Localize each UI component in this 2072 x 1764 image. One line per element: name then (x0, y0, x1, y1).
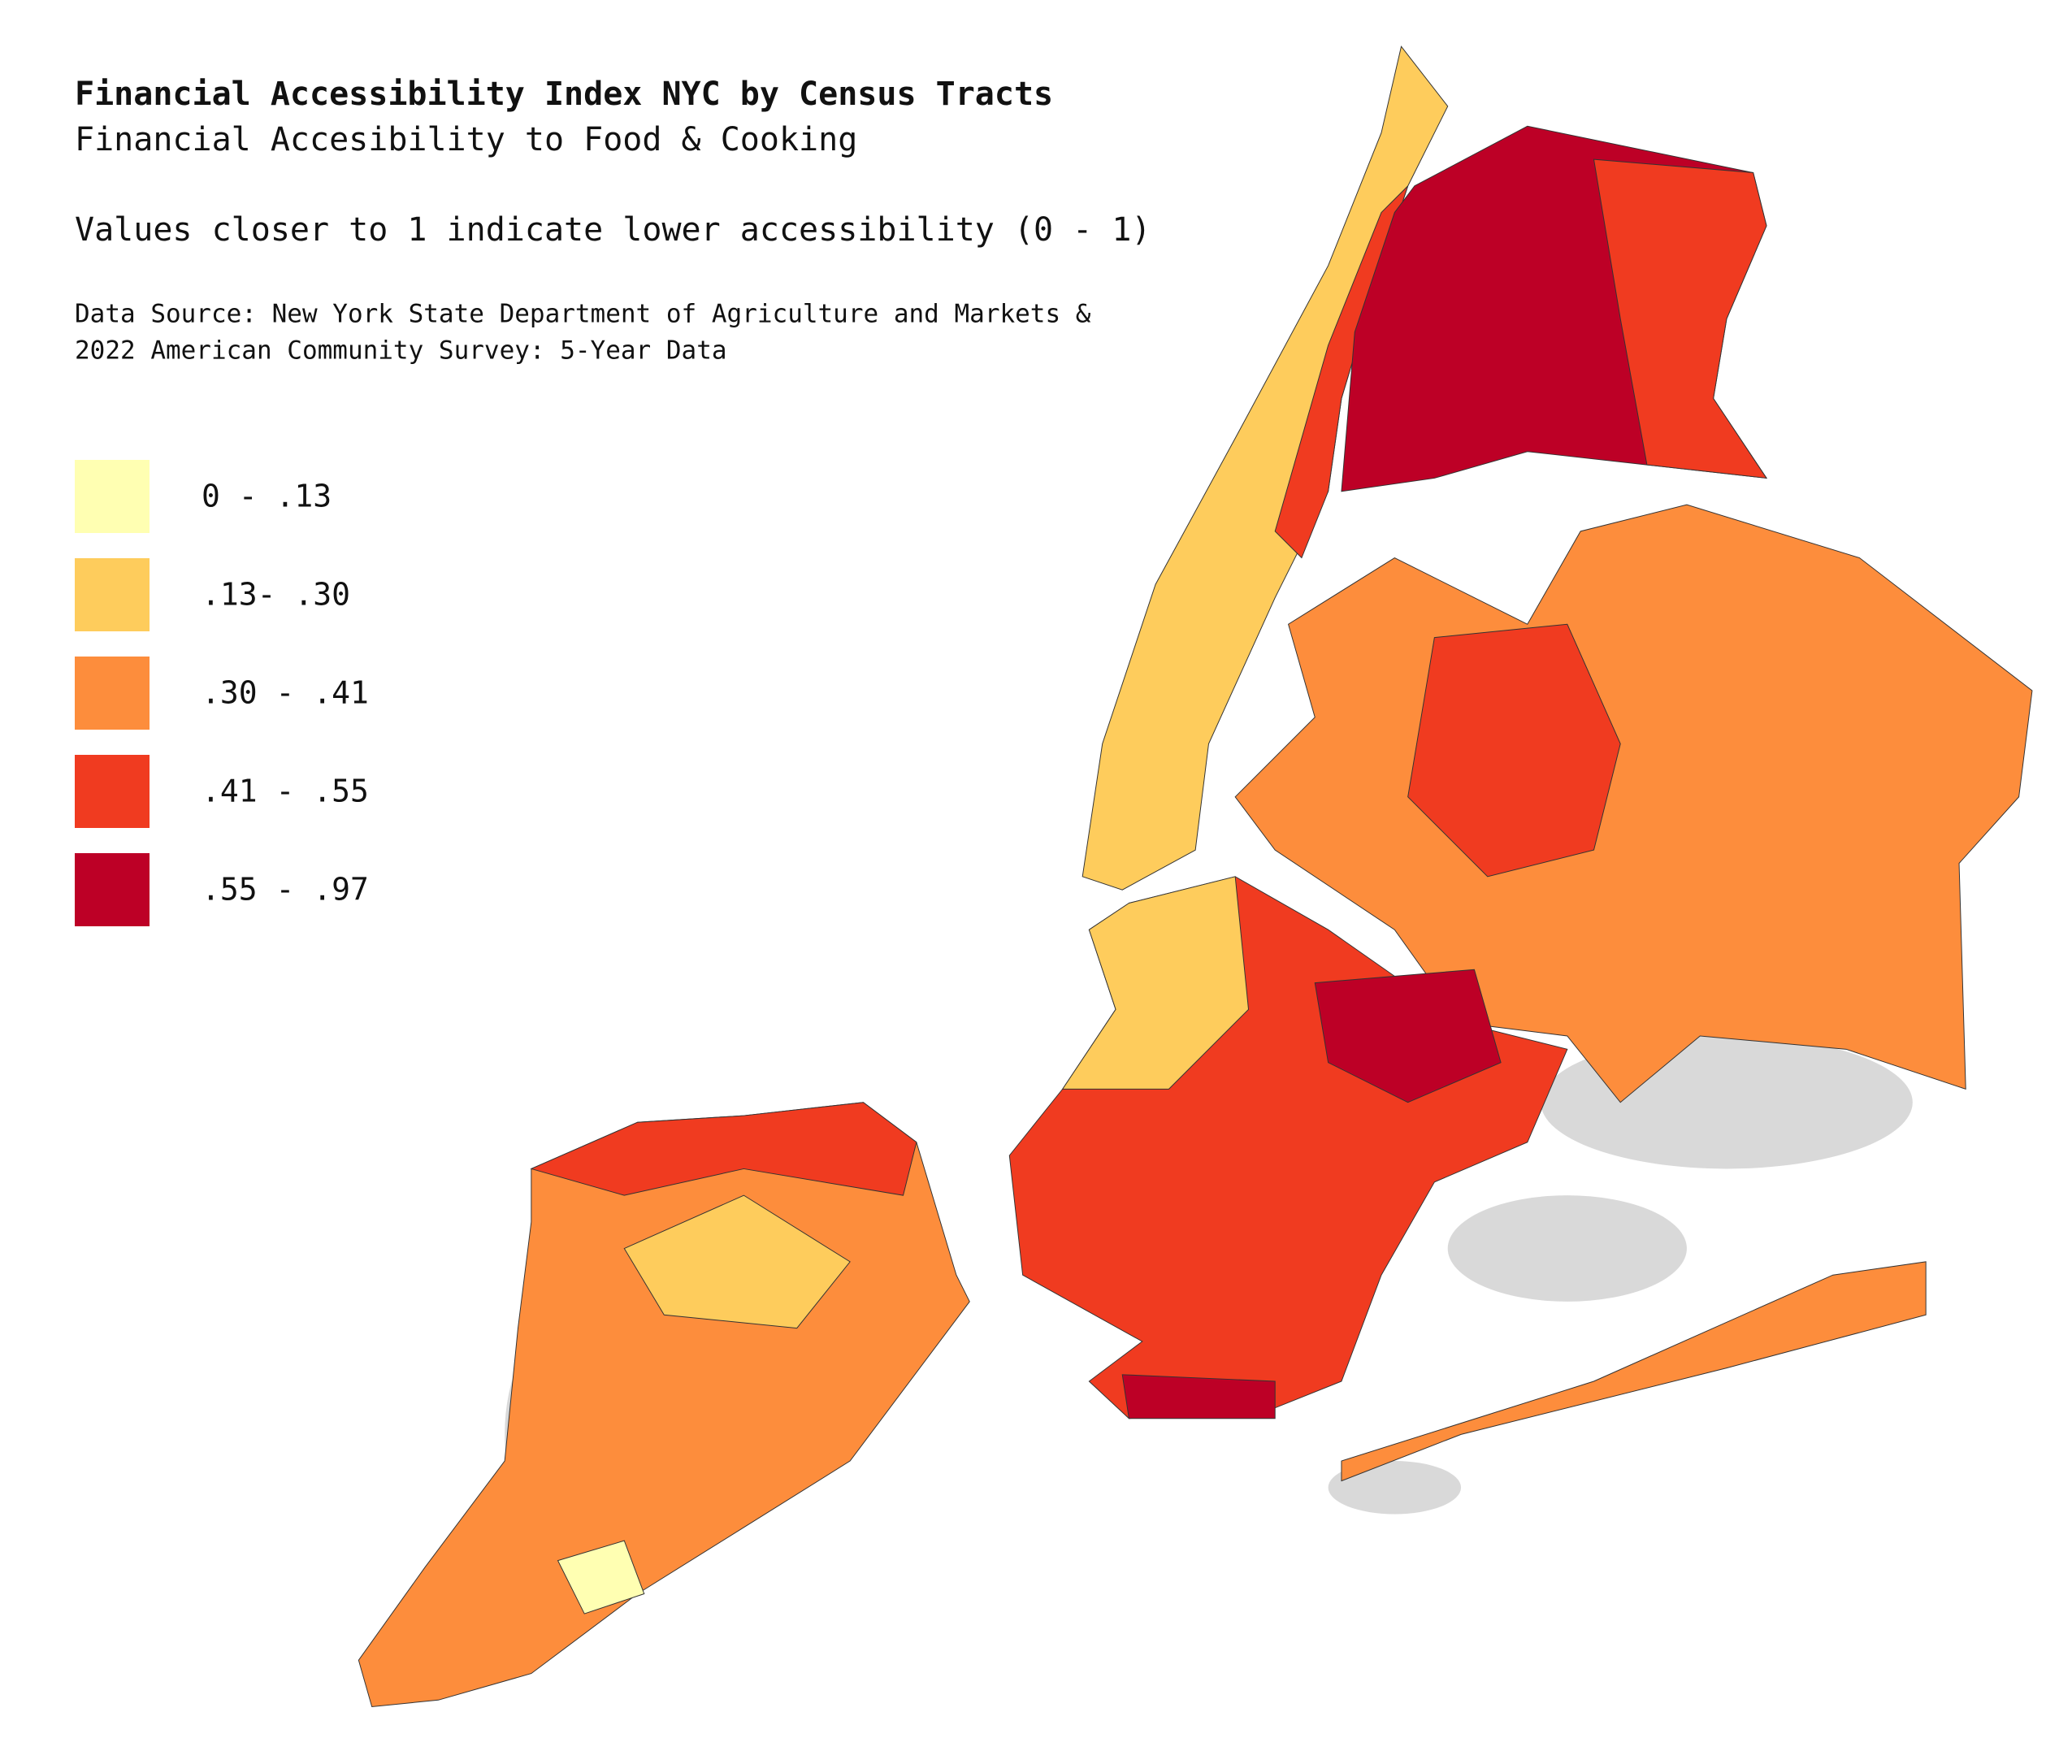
queens-central (1407, 623, 1621, 878)
legend-label: 0 - .13 (202, 479, 332, 514)
legend-label: .30 - .41 (202, 675, 369, 711)
borough-map (358, 46, 2033, 1707)
rockaway (1341, 1261, 1927, 1482)
bronx-east (1593, 158, 1768, 479)
legend: 0 - .13 .13- .30 .30 - .41 .41 - .55 .55 - .… (75, 460, 369, 926)
source-line: 2022 American Community Survey: 5-Year D… (75, 336, 727, 366)
legend-swatch (75, 558, 150, 631)
staten-island (358, 1102, 970, 1707)
legend-swatch (75, 657, 150, 730)
staten-island-north (530, 1102, 917, 1196)
note: Values closer to 1 indicate lower access… (75, 211, 1151, 249)
legend-swatch (75, 755, 150, 828)
legend-label: .13- .30 (202, 577, 350, 613)
brooklyn-west (1061, 876, 1250, 1090)
legend-swatch (75, 460, 150, 533)
brooklyn-central (1314, 969, 1502, 1103)
legend-label: .41 - .55 (202, 774, 369, 809)
coney-island (1121, 1374, 1276, 1419)
legend-swatch (75, 853, 150, 926)
staten-island-south (557, 1540, 645, 1614)
subtitle: Financial Accesibility to Food & Cooking (75, 121, 857, 158)
staten-island-mid (623, 1194, 851, 1329)
source-line: Data Source: New York State Department o… (75, 300, 1091, 329)
title: Financial Accessibility Index NYC by Cen… (75, 76, 1053, 113)
legend-label: .55 - .97 (202, 872, 369, 908)
